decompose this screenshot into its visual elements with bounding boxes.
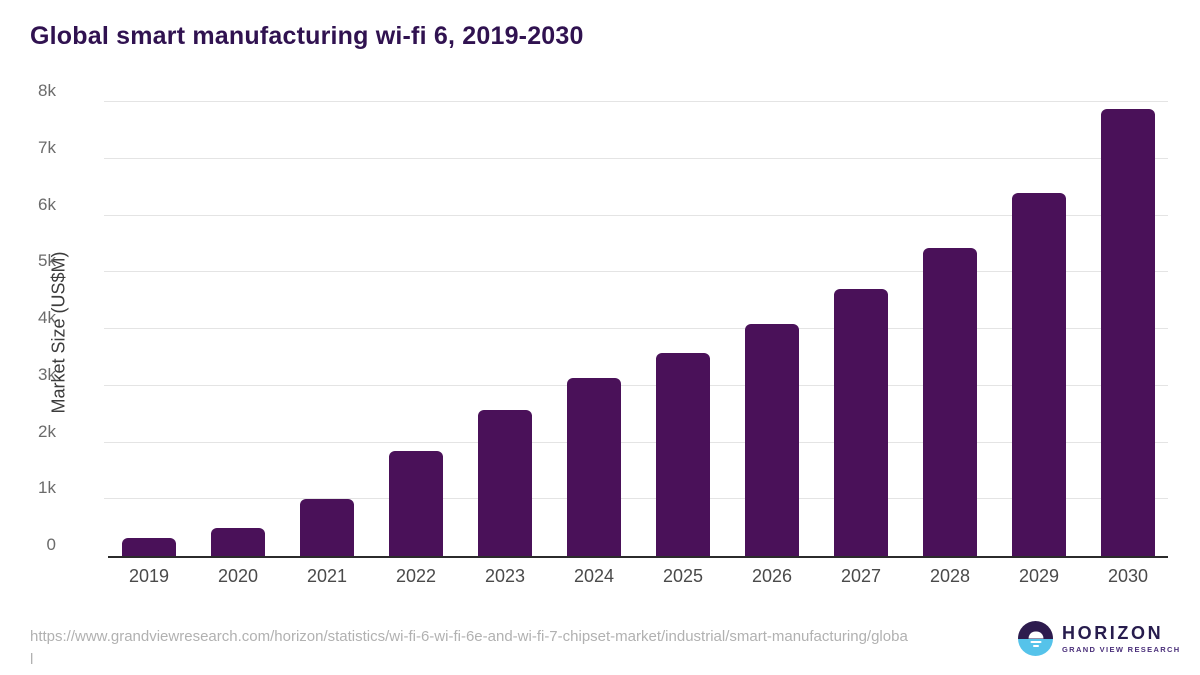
x-tick-label: 2029: [1018, 566, 1060, 586]
x-tick-label: 2019: [128, 566, 170, 586]
gridline: [104, 498, 1168, 500]
x-tick-label: 2020: [217, 566, 259, 586]
y-tick-label: 1k: [38, 478, 56, 498]
logo-icon-sea: [1018, 638, 1053, 656]
plot-area: 0 1k 2k 3k 4k 5k 6k 7k 8k 2019 2020 2021 2022 2023 202…: [38, 81, 1168, 586]
gridline: [104, 441, 1168, 443]
x-tick-label: 2023: [484, 566, 526, 586]
bar-2021: [300, 499, 354, 556]
y-tick-label: 5k: [38, 251, 56, 271]
bar-2022: [389, 451, 443, 556]
gridline: [104, 101, 1168, 102]
x-tick-label: 2024: [573, 566, 615, 586]
gridline: [104, 384, 1168, 386]
y-tick-label: 7k: [38, 137, 56, 157]
y-tick-label: 6k: [38, 194, 56, 214]
horizon-logo-icon: [1018, 621, 1053, 656]
y-tick-label: 3k: [38, 364, 56, 384]
logo-reflection-line: [1032, 645, 1039, 647]
logo-brand-name: HORIZON: [1062, 622, 1164, 643]
y-tick-label: 2k: [38, 421, 56, 441]
bar-2030: [1101, 109, 1155, 556]
y-tick-label: 8k: [38, 81, 56, 100]
y-tick-label: 0: [46, 535, 56, 554]
bar-2023: [478, 410, 532, 556]
bar-2019: [122, 537, 176, 556]
bar-2024: [567, 378, 621, 556]
logo-icon-sky: [1018, 621, 1053, 639]
x-tick-label: 2028: [929, 566, 971, 586]
gridline: [104, 214, 1168, 216]
x-tick-label: 2027: [840, 566, 882, 586]
gridline: [104, 328, 1168, 329]
horizon-logo: HORIZON GRAND VIEW RESEARCH: [1018, 621, 1181, 656]
logo-sun-icon: [1028, 631, 1043, 639]
gridline: [104, 271, 1168, 273]
x-tick-label: 2025: [662, 566, 704, 586]
bar-2026: [745, 323, 799, 556]
bar-2027: [834, 289, 888, 556]
logo-brand-subtitle: GRAND VIEW RESEARCH: [1062, 644, 1181, 654]
bar-2025: [656, 352, 710, 556]
x-tick-label: 2022: [395, 566, 437, 586]
bar-2029: [1012, 192, 1066, 556]
gridline: [104, 157, 1168, 159]
x-tick-label: 2026: [751, 566, 793, 586]
logo-text: HORIZON GRAND VIEW RESEARCH: [1062, 624, 1181, 654]
x-tick-label: 2021: [306, 566, 348, 586]
chart-title: Global smart manufacturing wi-fi 6, 2019…: [30, 22, 584, 50]
bar-2020: [211, 527, 265, 556]
x-tick-label: 2030: [1107, 566, 1149, 586]
bar-2028: [923, 248, 977, 556]
source-url: https://www.grandviewresearch.com/horizo…: [30, 628, 908, 669]
y-tick-label: 4k: [38, 308, 56, 327]
logo-reflection-line: [1030, 641, 1041, 643]
